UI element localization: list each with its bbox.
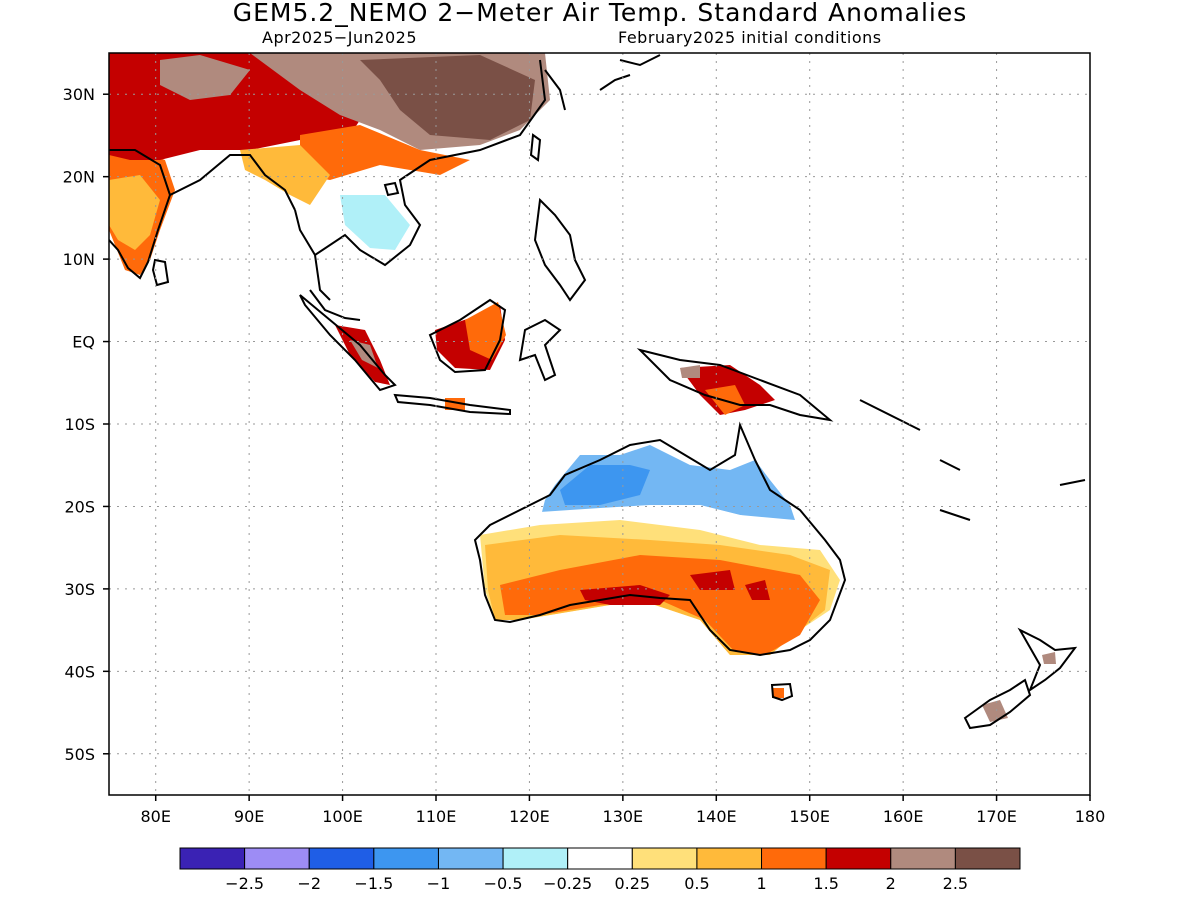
lon-tick-label: 110E [416,807,457,826]
colorbar-swatch [373,847,439,870]
coast-tasmania [770,682,794,702]
lon-tick-label: 140E [696,807,737,826]
colorbar: −2.5 −2 −1.5 −1 −0.5 −0.25 0.25 0.5 1 1.5 2 2.5 [179,847,1021,893]
colorbar-swatch [308,847,375,870]
colorbar-swatch [954,847,1021,870]
anomaly-indochina-warm [240,145,330,205]
coast-srilanka [151,258,170,287]
colorbar-swatch [631,847,698,870]
colorbar-label: 2 [886,874,896,893]
colorbar-label: 0.5 [684,874,709,893]
coast-bay-bengal [169,154,296,211]
colorbar-label: −2 [297,874,321,893]
anomaly-newguinea-brown [680,365,700,378]
anomaly-australia-strong-3 [745,580,770,600]
colorbar-label: 1 [756,874,766,893]
colorbar-swatch [890,847,956,870]
colorbar-swatch [696,847,763,870]
figure-title: GEM5.2_NEMO 2−Meter Air Temp. Standard A… [232,0,968,27]
anomaly-india-moderate [109,175,160,250]
lon-tick-label: 160E [883,807,924,826]
colorbar-label: 2.5 [943,874,968,893]
anomaly-tibet-patch [160,55,250,100]
coast-hainan [383,181,400,197]
lat-tick-label: EQ [72,333,95,352]
coastlines [109,54,1086,730]
colorbar-label: 0.25 [614,874,650,893]
coast-sulawesi [518,318,562,382]
colorbar-swatch [761,847,827,870]
anomaly-australia-warm [500,555,820,655]
coast-philippines [533,197,587,302]
lat-tick-label: 20S [64,497,95,516]
anomaly-sumatra-brown [350,340,378,368]
anomaly-indochina-cool [340,195,410,250]
initial-conditions-label: February2025 initial conditions [618,28,882,47]
coast-nz-north [1017,627,1078,693]
coast-nz-south [963,678,1032,730]
coast-newguinea [636,348,834,422]
colorbar-swatch [437,847,504,870]
colorbar-label: −0.5 [484,874,523,893]
coast-java [393,393,511,416]
lon-tick-label: 90E [234,807,264,826]
coast-pacific-islands [859,399,1086,521]
colorbar-label: −2.5 [225,874,264,893]
anomaly-australia-north-blue [560,465,650,505]
coast-japan [599,54,661,91]
lat-tick-label: 10N [63,250,95,269]
lat-tick-label: 30S [64,580,95,599]
colorbar-swatch [179,847,246,870]
anomaly-field [109,53,1056,722]
lon-tick-label: 150E [789,807,830,826]
coast-sumatra [299,294,397,392]
longitude-axis: 80E 90E 100E 110E 120E 130E 140E 150E 160E 170E 18… [140,795,1105,826]
anomaly-tasmania [772,688,784,698]
gridlines [109,53,1090,795]
lon-tick-label: 180 [1075,807,1106,826]
lon-tick-label: 120E [509,807,550,826]
lon-tick-label: 100E [322,807,363,826]
coast-australia [473,421,847,657]
colorbar-swatch [502,847,569,870]
lon-tick-label: 170E [976,807,1017,826]
coast-indochina [294,59,547,301]
anomaly-china-extreme [360,55,535,140]
lat-tick-label: 10S [64,415,95,434]
colorbar-swatch [244,847,310,870]
colorbar-swatch [567,847,633,870]
coast-malay [309,289,361,321]
colorbar-label: −0.25 [543,874,592,893]
coast-borneo [428,298,507,374]
coast-taiwan [529,133,542,162]
lat-tick-label: 30N [63,85,95,104]
coast-india [109,149,172,280]
anomaly-borneo-warm [465,302,506,360]
lon-tick-label: 80E [140,807,170,826]
lat-tick-label: 50S [64,745,95,764]
anomaly-nz-north [1042,652,1056,664]
season-label: Apr2025−Jun2025 [262,28,418,47]
colorbar-label: −1.5 [354,874,393,893]
colorbar-swatch [825,847,892,870]
lon-tick-label: 130E [603,807,644,826]
colorbar-label: −1 [427,874,451,893]
anomaly-australia-strong-2 [690,570,735,590]
coast-korea [544,69,566,111]
latitude-axis: 30N 20N 10N EQ 10S 20S 30S 40S 50S [63,85,109,764]
colorbar-label: 1.5 [813,874,838,893]
lat-tick-label: 40S [64,662,95,681]
lat-tick-label: 20N [63,168,95,187]
